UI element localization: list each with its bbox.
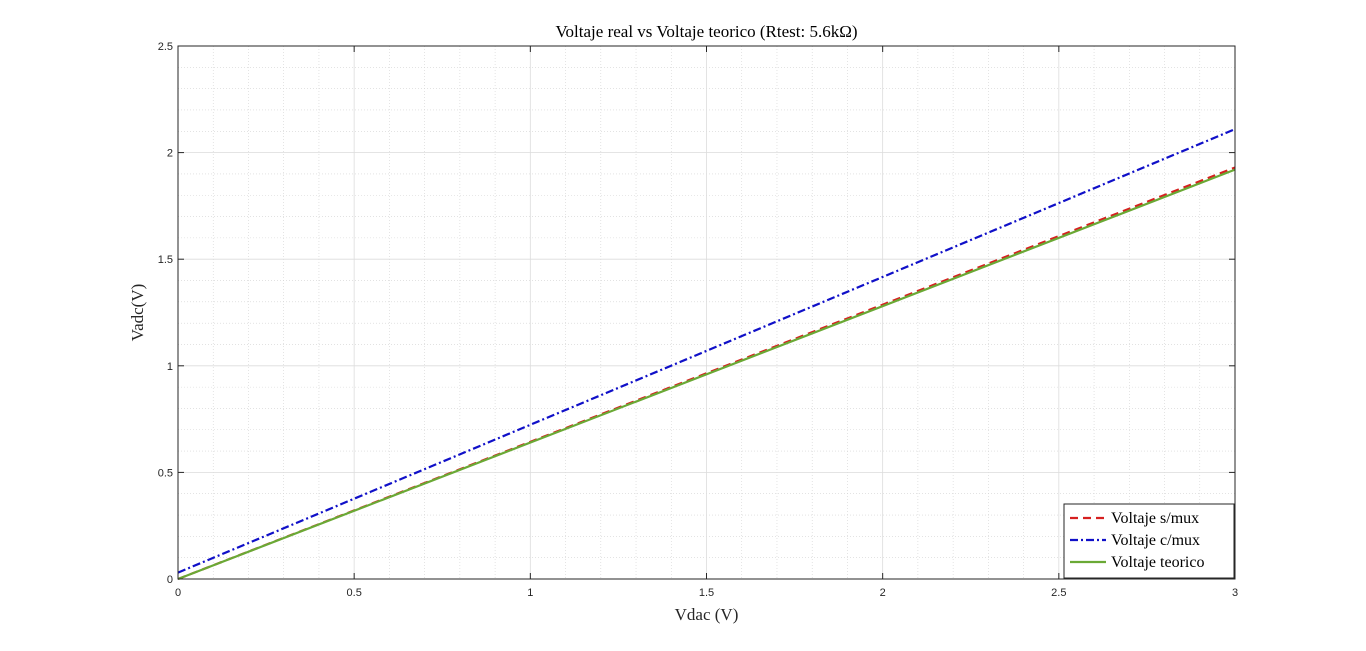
x-tick-label: 3 [1232,587,1238,599]
tick-labels: 0 0.5 1 1.5 2 2.5 3 0 0.5 1 1.5 2 2.5 [158,41,1238,599]
x-tick-label: 2.5 [1051,587,1066,599]
series-layer [177,128,1236,581]
x-tick-label: 2 [880,587,886,599]
series-line-3 [177,168,1236,581]
y-tick-label: 2.5 [158,41,173,53]
y-axis-label: Vadc(V) [128,284,147,342]
x-tick-label: 1 [527,587,533,599]
legend-entry: Voltaje s/mux [1111,510,1199,527]
legend-entry: Voltaje teorico [1111,554,1204,571]
chart-title: Voltaje real vs Voltaje teorico (Rtest: … [555,22,857,41]
ticks-layer [177,45,1236,580]
series-line-2 [177,128,1236,574]
y-tick-label: 0.5 [158,467,173,479]
legend-entry: Voltaje c/mux [1111,532,1200,549]
x-tick-label: 1.5 [699,587,714,599]
y-tick-label: 2 [167,148,173,160]
legend: Voltaje s/mux Voltaje c/mux Voltaje teoric… [1063,503,1235,579]
x-tick-label: 0.5 [347,587,362,599]
x-tick-label: 0 [175,587,181,599]
y-tick-label: 1.5 [158,254,173,266]
y-tick-label: 0 [167,574,173,586]
x-axis-label: Vdac (V) [675,605,739,624]
y-tick-label: 1 [167,361,173,373]
